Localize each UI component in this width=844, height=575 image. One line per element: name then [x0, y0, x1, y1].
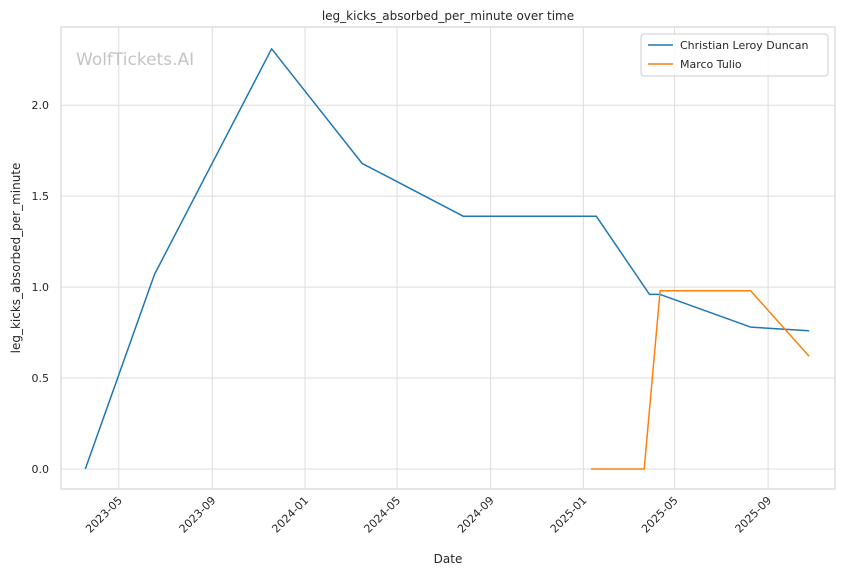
y-tick-label: 0.5 — [32, 372, 50, 385]
y-tick-label: 1.5 — [32, 190, 50, 203]
legend-box — [640, 33, 829, 77]
y-tick-label: 0.0 — [32, 463, 50, 476]
x-tick-labels: 2023-05 2023-09 2024-01 2024-05 2024-09 2025-… — [83, 494, 774, 536]
x-axis-label: Date — [434, 552, 463, 566]
legend-label-christian-leroy-duncan: Christian Leroy Duncan — [680, 39, 808, 52]
grid-lines — [61, 27, 835, 489]
x-tick-label: 2025-09 — [733, 494, 775, 536]
y-tick-label: 1.0 — [32, 281, 50, 294]
y-tick-label: 2.0 — [32, 99, 50, 112]
plot-area — [60, 26, 836, 490]
x-tick-label: 2023-05 — [83, 494, 125, 536]
y-axis-label: leg_kicks_absorbed_per_minute — [9, 163, 23, 354]
x-tick-label: 2024-09 — [455, 494, 497, 536]
watermark: WolfTickets.AI — [76, 50, 194, 70]
x-tick-label: 2024-05 — [361, 494, 403, 536]
chart-title: leg_kicks_absorbed_per_minute over time — [322, 9, 574, 23]
series-line-marco-tulio — [590, 289, 810, 470]
x-tick-label: 2025-05 — [639, 494, 681, 536]
x-tick-label: 2025-01 — [548, 494, 590, 536]
legend: Christian Leroy Duncan Marco Tulio — [640, 33, 829, 77]
y-tick-labels: 0.0 0.5 1.0 1.5 2.0 — [32, 99, 50, 476]
legend-label-marco-tulio: Marco Tulio — [680, 58, 742, 71]
series-lines — [84, 48, 810, 470]
x-tick-label: 2023-09 — [177, 494, 219, 536]
series-line-christian-leroy-duncan — [84, 48, 810, 470]
x-tick-label: 2024-01 — [269, 494, 311, 536]
